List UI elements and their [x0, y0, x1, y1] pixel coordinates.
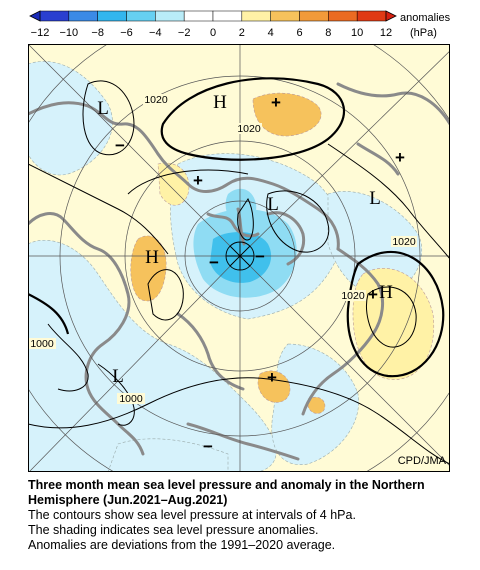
colorbar-unit: (hPa)	[410, 27, 437, 39]
colorbar-tick-label: −12	[31, 27, 50, 39]
pressure-label-1020-center: 1020	[237, 123, 261, 135]
caption-line-2: The shading indicates sea level pressure…	[28, 523, 319, 537]
strong-negative-anomaly-shading	[193, 188, 297, 298]
colorbar-tick-label: 4	[268, 27, 274, 39]
colorbar-tick-labels: −12 −10 −8 −6 −4 −2 0 2 4 6 8 10 12	[31, 27, 392, 39]
minus-sign-northwest: −	[115, 136, 125, 155]
colorbar-tick-label: −10	[59, 27, 78, 39]
pressure-label-1000-west: 1000	[30, 338, 54, 350]
plus-sign-east: +	[395, 148, 405, 167]
plus-sign-center: +	[193, 171, 203, 190]
pressure-contours	[28, 77, 450, 465]
low-center-northwest: L	[97, 98, 109, 119]
minus-sign-pole-left: −	[209, 253, 219, 272]
high-center-east: H	[379, 282, 393, 303]
pressure-label-1000-south: 1000	[119, 393, 143, 405]
polar-map: 1020 1020 1020 1020 1000 1000 H H H L L …	[28, 44, 450, 472]
colorbar-tick-label: 6	[296, 27, 302, 39]
colorbar-tick-label: −6	[120, 27, 133, 39]
colorbar-tick-label: 12	[380, 27, 392, 39]
low-center-south: L	[112, 366, 124, 387]
north-pole-marker	[225, 241, 255, 271]
pressure-label-1020-pacific: 1020	[341, 290, 365, 302]
credit-label: CPD/JMA	[398, 455, 447, 467]
colorbar-bin	[299, 10, 329, 22]
pressure-label-1020-north: 1020	[144, 94, 168, 106]
caption-line-3: Anomalies are deviations from the 1991–2…	[28, 538, 336, 552]
colorbar-tick-label: −4	[149, 27, 162, 39]
plus-sign-pacific: +	[368, 285, 378, 304]
colorbar-unit-label: anomalies	[400, 12, 451, 24]
colorbar-tick-label: −2	[178, 27, 191, 39]
positive-anomaly-shading	[130, 92, 435, 414]
colorbar-bin	[328, 10, 358, 22]
colorbar-bin	[155, 10, 185, 22]
low-center-arctic: L	[267, 194, 279, 215]
minus-sign-south: −	[203, 437, 213, 456]
colorbar-bin	[270, 10, 300, 22]
colorbar-bins	[39, 10, 387, 22]
colorbar-right-arrow	[385, 10, 397, 22]
colorbar-tick-label: 2	[239, 27, 245, 39]
colorbar-bin	[126, 10, 156, 22]
plus-sign-south: +	[267, 368, 277, 387]
colorbar-bin	[356, 10, 387, 22]
pressure-label-1020-east: 1020	[392, 236, 416, 248]
colorbar-tick-label: −8	[91, 27, 104, 39]
figure-caption: Three month mean sea level pressure and …	[28, 478, 468, 553]
low-center-east: L	[369, 188, 381, 209]
minus-sign-pole-right: −	[255, 247, 265, 266]
map-frame	[28, 44, 450, 472]
coastlines	[28, 82, 450, 461]
colorbar-bin	[39, 10, 70, 22]
colorbar-bin	[212, 10, 243, 22]
caption-line-1: The contours show sea level pressure at …	[28, 508, 356, 522]
plus-sign-north: +	[271, 93, 281, 112]
anomaly-colorbar: −12 −10 −8 −6 −4 −2 0 2 4 6 8 10 12 anomalies (hPa)	[29, 10, 451, 39]
high-center-west: H	[145, 247, 159, 268]
colorbar-tick-label: 10	[351, 27, 363, 39]
colorbar-tick-label: 0	[210, 27, 216, 39]
colorbar-tick-label: 8	[325, 27, 331, 39]
colorbar-left-arrow	[29, 10, 41, 22]
colorbar-bin	[97, 10, 127, 22]
caption-title: Three month mean sea level pressure and …	[28, 478, 425, 507]
colorbar-bin	[241, 10, 271, 22]
colorbar-bin	[183, 10, 214, 22]
colorbar-bin	[68, 10, 98, 22]
high-center-north: H	[213, 92, 227, 113]
